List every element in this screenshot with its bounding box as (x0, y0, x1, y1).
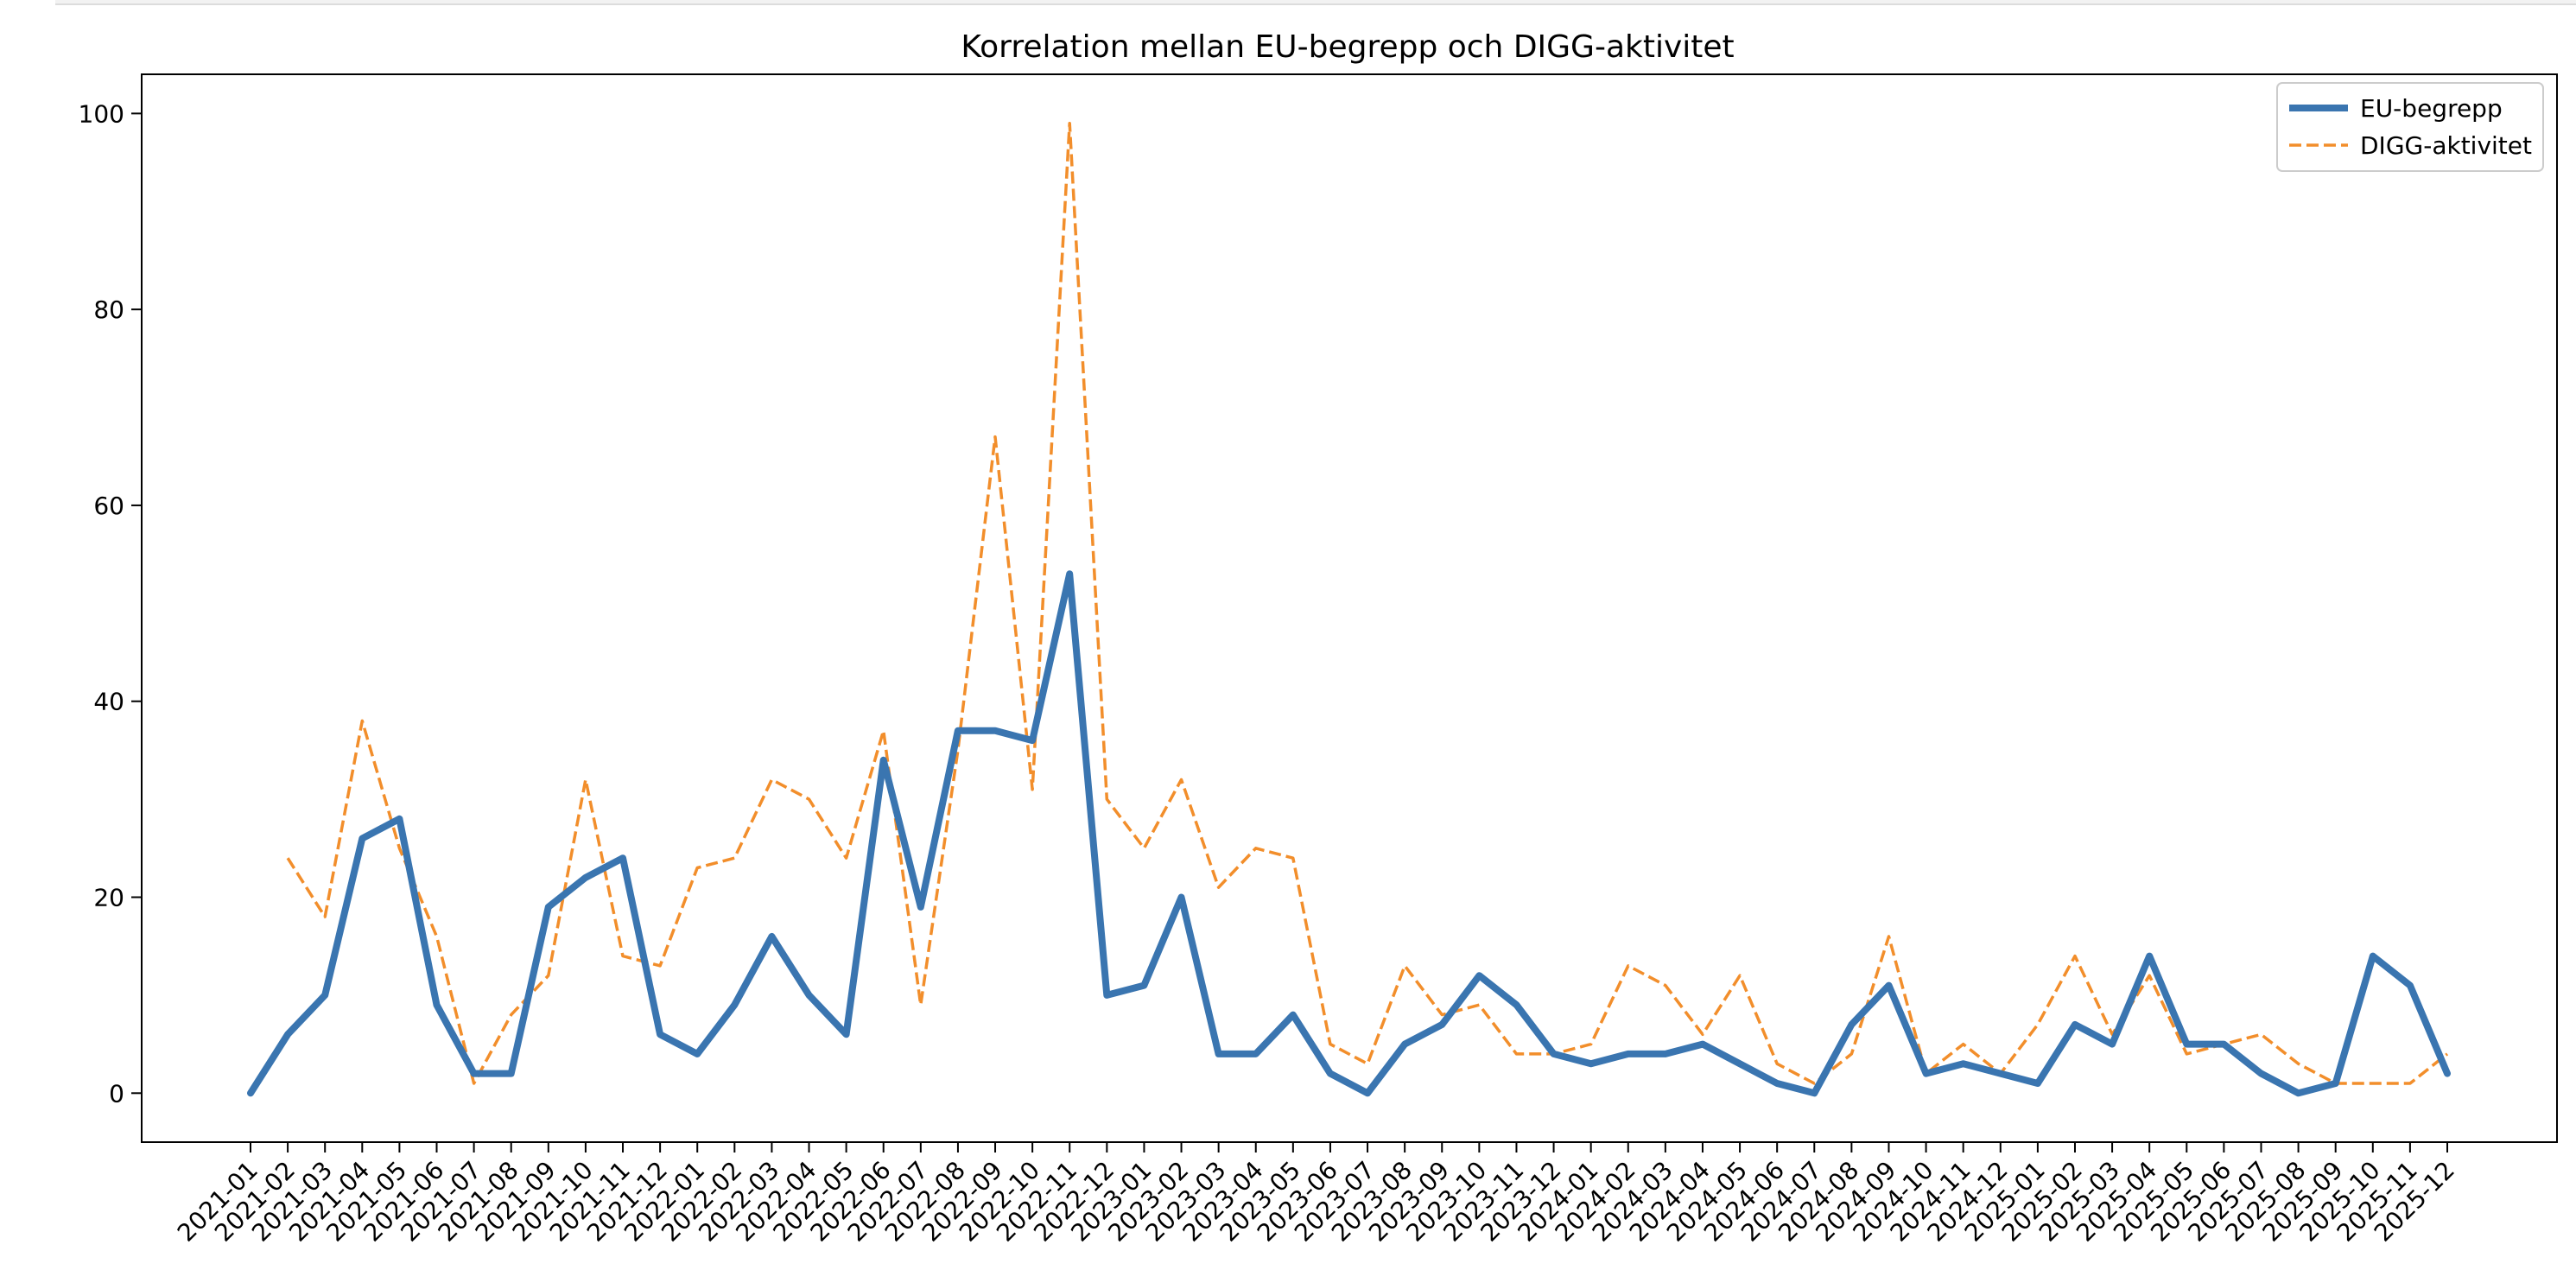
y-tick-label: 0 (109, 1079, 124, 1108)
window-top-strip (55, 0, 2576, 5)
series-line-digg-aktivitet (286, 121, 2449, 1085)
legend-label: DIGG-aktivitet (2360, 131, 2532, 160)
x-axis: 2021-012021-022021-032021-042021-052021-… (172, 1142, 2460, 1248)
legend: EU-begrepp DIGG-aktivitet (2276, 82, 2544, 172)
y-tick-label: 100 (79, 99, 124, 128)
plot-area-frame (141, 73, 2558, 1143)
chart-title: Korrelation mellan EU-begrepp och DIGG-a… (961, 29, 1734, 65)
y-axis: 0 20 40 60 80 100 (79, 99, 142, 1108)
y-tick-label: 80 (93, 295, 124, 324)
y-tick-label: 60 (93, 492, 124, 520)
series-layer (247, 121, 2451, 1097)
y-tick-label: 20 (93, 884, 124, 912)
series-line-eu-begrepp (247, 570, 2451, 1097)
legend-label: EU-begrepp (2360, 94, 2503, 123)
y-tick-label: 40 (93, 688, 124, 716)
